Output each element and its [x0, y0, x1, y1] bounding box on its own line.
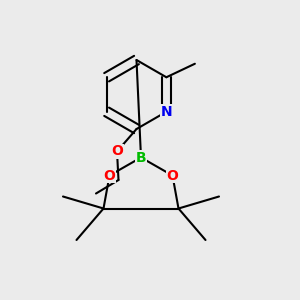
Text: N: N	[160, 105, 172, 119]
Text: O: O	[103, 169, 116, 182]
Text: B: B	[136, 151, 146, 164]
Text: O: O	[167, 169, 178, 182]
Text: O: O	[111, 145, 123, 158]
